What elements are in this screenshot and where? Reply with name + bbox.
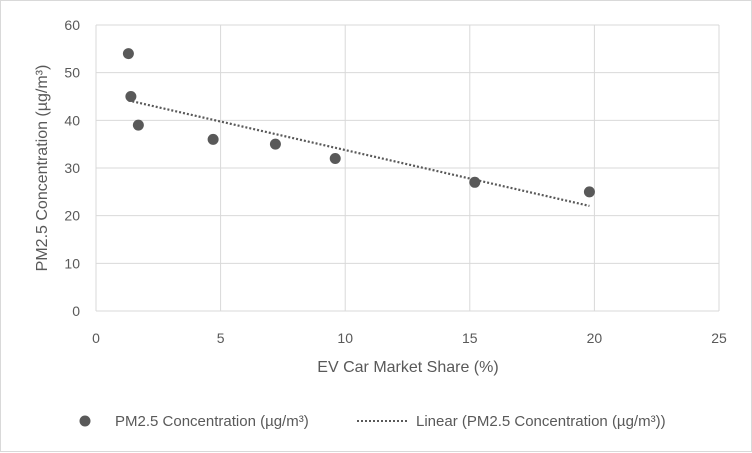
data-point xyxy=(207,133,219,145)
x-tick-label: 15 xyxy=(462,330,478,346)
x-tick-label: 10 xyxy=(337,330,353,346)
trendline-layer xyxy=(128,99,590,207)
data-point xyxy=(132,119,144,131)
x-axis-title: EV Car Market Share (%) xyxy=(317,359,498,376)
x-tick-label: 0 xyxy=(92,330,100,346)
legend-label-trendline: Linear (PM2.5 Concentration (µg/m³)) xyxy=(416,413,666,430)
legend-marker-scatter xyxy=(79,415,91,427)
data-point xyxy=(122,48,134,60)
x-axis-ticks: 0 5 10 15 20 25 xyxy=(92,330,727,346)
x-tick-label: 20 xyxy=(587,330,603,346)
y-tick-label: 30 xyxy=(64,160,80,176)
y-axis-title: PM2.5 Concentration (µg/m³) xyxy=(34,65,51,272)
y-tick-label: 0 xyxy=(72,303,80,319)
data-point xyxy=(469,176,481,188)
legend: PM2.5 Concentration (µg/m³) Linear (PM2.… xyxy=(79,413,666,430)
data-point xyxy=(583,186,595,198)
legend-label-scatter: PM2.5 Concentration (µg/m³) xyxy=(115,413,309,430)
linear-trendline xyxy=(128,99,590,207)
y-tick-label: 50 xyxy=(64,65,80,81)
y-tick-label: 20 xyxy=(64,208,80,224)
data-point xyxy=(269,138,281,150)
gridlines xyxy=(95,24,720,312)
data-points xyxy=(122,48,595,198)
data-point xyxy=(125,91,137,102)
data-point xyxy=(329,152,341,164)
y-tick-label: 60 xyxy=(64,17,80,33)
y-axis-ticks: 0 10 20 30 40 50 60 xyxy=(64,17,80,319)
y-tick-label: 40 xyxy=(64,112,80,128)
x-tick-label: 25 xyxy=(711,330,727,346)
x-tick-label: 5 xyxy=(217,330,225,346)
y-tick-label: 10 xyxy=(64,255,80,271)
